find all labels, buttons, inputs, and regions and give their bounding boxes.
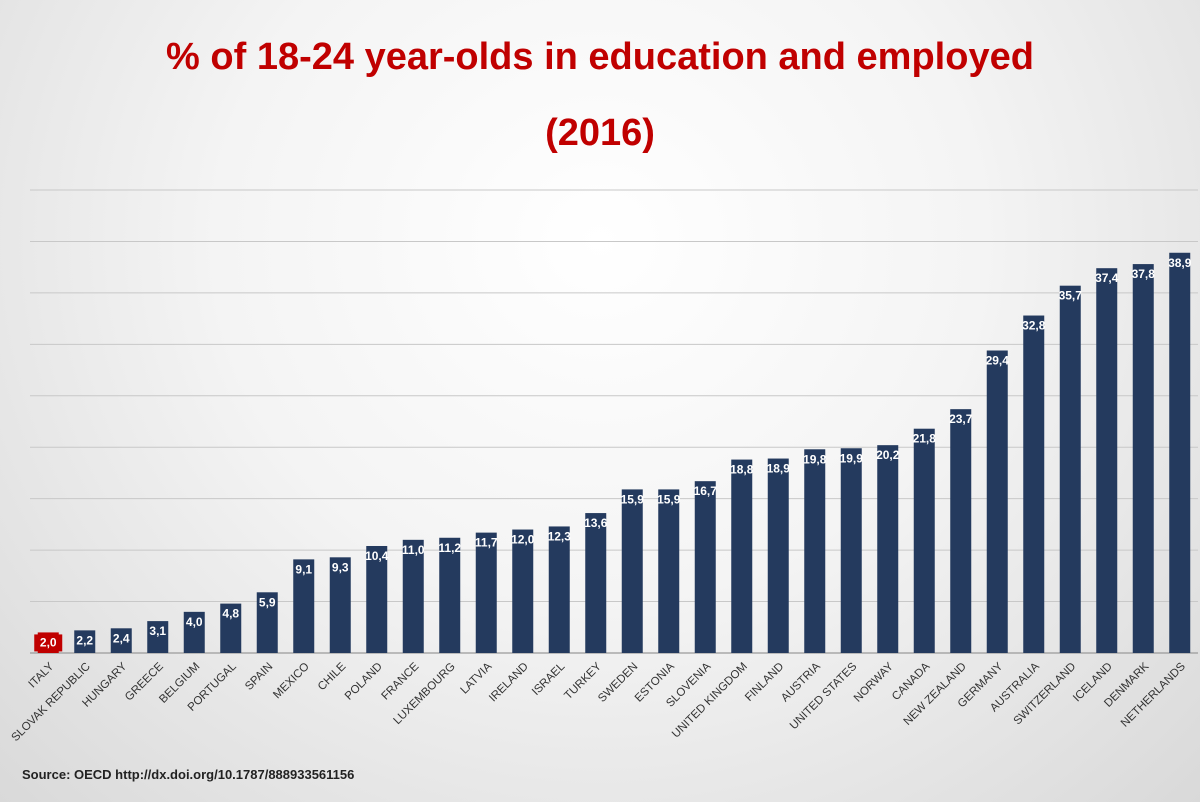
data-label: 9,3 — [332, 560, 349, 574]
category-label: SPAIN — [243, 661, 275, 693]
data-label: 13,6 — [584, 516, 608, 530]
bar — [1059, 285, 1081, 653]
data-label: 4,8 — [222, 607, 239, 621]
data-label: 18,8 — [730, 463, 754, 477]
bar — [220, 603, 242, 653]
data-label: 15,9 — [621, 492, 645, 506]
category-label: IRELAND — [487, 661, 531, 705]
data-label: 21,8 — [913, 432, 937, 446]
category-label: POLAND — [343, 661, 385, 703]
data-label: 4,0 — [186, 615, 203, 629]
category-label: ITALY — [26, 660, 56, 690]
category-label: ISRAEL — [530, 660, 568, 698]
data-label: 16,7 — [694, 484, 718, 498]
bar — [548, 526, 570, 653]
bar — [329, 557, 351, 653]
data-label-background — [34, 634, 63, 652]
bar — [950, 409, 972, 653]
bar — [658, 489, 680, 653]
category-label: CHILE — [316, 660, 349, 693]
data-label: 32,8 — [1022, 319, 1046, 333]
chart-subtitle-year: (2016) — [545, 112, 655, 154]
bar — [1169, 252, 1191, 654]
category-label: UNITED STATES — [788, 660, 860, 732]
bar — [512, 529, 534, 653]
data-label: 2,2 — [76, 633, 93, 647]
bar — [366, 545, 388, 653]
bar — [147, 621, 169, 653]
bar — [256, 592, 278, 653]
data-label: 19,8 — [803, 452, 827, 466]
category-label: LATVIA — [458, 660, 494, 696]
bar — [986, 350, 1008, 653]
gridlines — [30, 189, 1198, 654]
data-label: 19,9 — [840, 451, 864, 465]
bar — [1096, 268, 1118, 653]
bar — [804, 449, 826, 653]
data-label: 3,1 — [149, 624, 166, 638]
category-label: LUXEMBOURG — [392, 661, 458, 727]
data-label: 12,0 — [511, 533, 535, 547]
bar — [1023, 315, 1045, 653]
category-label: SWITZERLAND — [1012, 661, 1079, 728]
category-label: NETHERLANDS — [1119, 660, 1188, 729]
data-label: 11,7 — [475, 536, 498, 550]
bar — [913, 428, 935, 653]
data-labels: 2,0 2,2 2,4 3,1 4,0 4,8 5,9 9,1 9,3 10,4 11,0 11,2 1… — [34, 256, 1192, 652]
data-label: 11,2 — [438, 541, 461, 555]
data-label: 37,8 — [1132, 267, 1156, 281]
data-label: 2,4 — [113, 631, 130, 645]
bar — [1132, 264, 1154, 653]
bar — [840, 448, 862, 653]
bar — [767, 458, 789, 653]
data-label: 37,4 — [1095, 271, 1119, 285]
bars — [37, 252, 1191, 654]
category-label: MEXICO — [271, 661, 312, 702]
data-label: 5,9 — [259, 595, 276, 609]
data-label: 29,4 — [986, 354, 1010, 368]
data-label: 18,9 — [767, 462, 791, 476]
data-label: 11,0 — [402, 543, 425, 557]
data-label: 35,7 — [1059, 289, 1083, 303]
category-label: NEW ZEALAND — [902, 661, 969, 728]
data-label: 9,1 — [295, 562, 312, 576]
bar — [731, 459, 753, 653]
bar — [877, 445, 899, 653]
data-label: 10,4 — [365, 549, 389, 563]
bar — [74, 630, 96, 653]
bar — [183, 611, 205, 653]
category-label: NORWAY — [852, 660, 896, 704]
bar — [402, 539, 424, 653]
source-note: Source: OECD http://dx.doi.org/10.1787/8… — [22, 767, 355, 782]
bar — [475, 532, 497, 653]
bar — [439, 537, 461, 653]
bar — [585, 513, 607, 653]
data-label: 12,3 — [548, 529, 572, 543]
data-label: 20,2 — [876, 448, 900, 462]
bar — [694, 481, 716, 653]
bar — [110, 628, 132, 653]
category-label: UNITED KINGDOM — [670, 661, 750, 741]
bar — [293, 559, 315, 653]
data-label: 2,0 — [40, 635, 57, 649]
chart-title: % of 18-24 year-olds in education and em… — [166, 36, 1034, 78]
data-label: 38,9 — [1168, 256, 1192, 270]
bar — [621, 489, 643, 653]
data-label: 15,9 — [657, 492, 681, 506]
data-label: 23,7 — [949, 412, 973, 426]
